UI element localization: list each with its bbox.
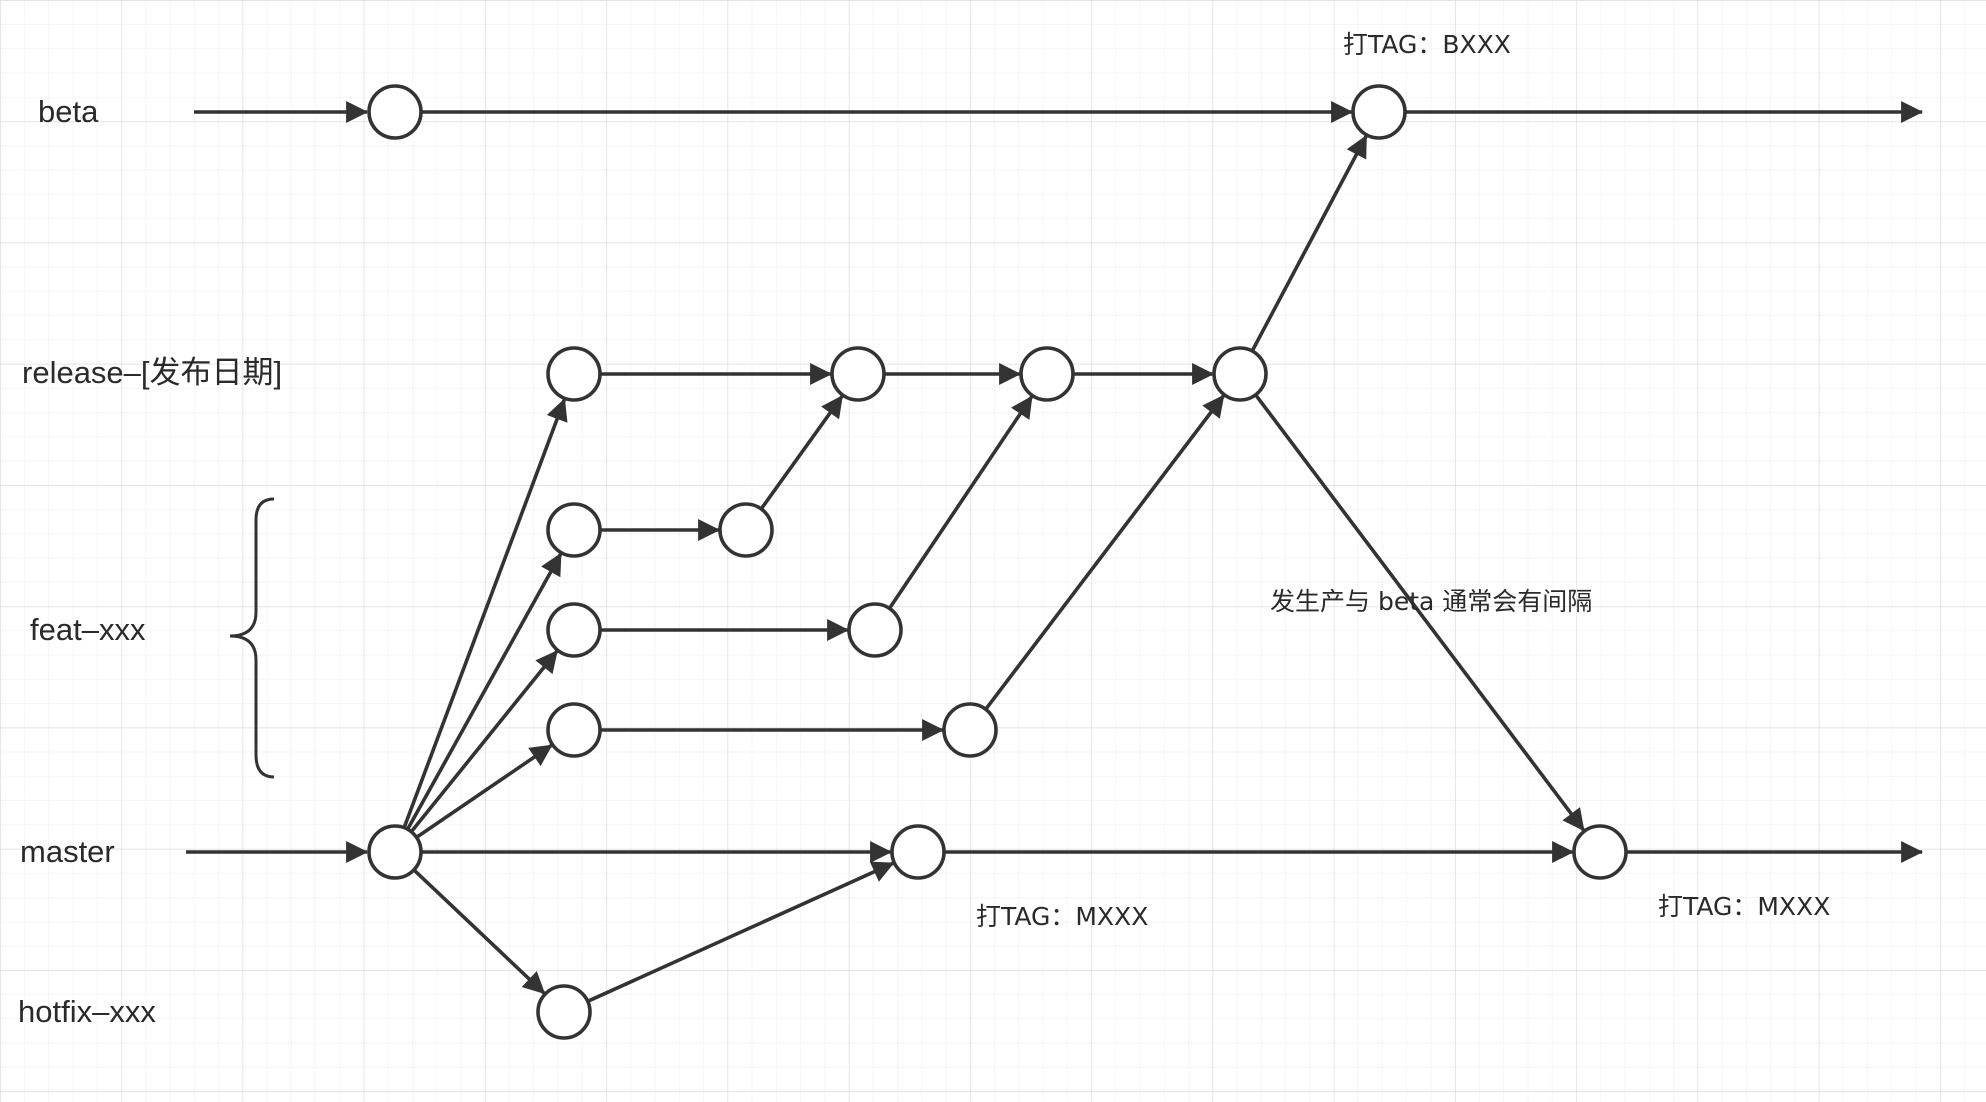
commit-node-feat-a-1 — [546, 502, 602, 558]
gap-note-label: 发生产与 beta 通常会有间隔 — [1270, 587, 1592, 616]
branch-lines — [186, 101, 1924, 863]
feature-group-brace — [229, 497, 275, 779]
commit-node-feat-c-1 — [546, 702, 602, 758]
edge-master-1-to-hotfix-1 — [412, 868, 546, 995]
commit-node-release-4 — [1212, 346, 1268, 402]
master-tag-label-hotfix: 打TAG：MXXX — [976, 902, 1148, 931]
commit-edges — [402, 101, 1586, 1003]
commit-node-release-2 — [830, 346, 886, 402]
edge-feat-c-2-to-release-4 — [984, 394, 1226, 711]
edge-hotfix-1-to-master-2 — [586, 861, 895, 1003]
commit-nodes — [367, 84, 1628, 1040]
edge-release-4-to-master-3 — [1254, 393, 1586, 832]
edge-master-1-to-feat-b-1 — [409, 649, 559, 833]
commit-node-master-1 — [367, 824, 423, 880]
commit-node-hotfix-1 — [536, 984, 592, 1040]
commit-node-master-2 — [890, 824, 946, 880]
edge-master-1-to-release-1 — [402, 398, 568, 829]
commit-node-release-1 — [546, 346, 602, 402]
branch-label-master: master — [20, 834, 115, 869]
commit-node-beta-1 — [367, 84, 423, 140]
commit-node-beta-2 — [1351, 84, 1407, 140]
branch-label-beta: beta — [38, 94, 99, 129]
commit-node-feat-a-2 — [718, 502, 774, 558]
beta-tag-label: 打TAG：BXXX — [1343, 30, 1511, 59]
commit-node-feat-c-2 — [942, 702, 998, 758]
edge-feat-b-2-to-release-3 — [888, 395, 1034, 610]
commit-node-master-3 — [1572, 824, 1628, 880]
branch-label-feat: feat–xxx — [30, 612, 146, 647]
master-tag-label-release: 打TAG：MXXX — [1658, 892, 1830, 921]
branch-label-hotfix: hotfix–xxx — [18, 994, 156, 1029]
commit-node-feat-b-1 — [546, 602, 602, 658]
edge-master-1-to-feat-a-1 — [406, 552, 563, 831]
edge-release-4-to-beta-2 — [1250, 134, 1368, 352]
edge-master-1-to-feat-c-1 — [415, 743, 553, 839]
commit-node-release-3 — [1019, 346, 1075, 402]
branch-label-release: release–[发布日期] — [22, 355, 282, 390]
edge-feat-a-2-to-release-2 — [759, 394, 844, 510]
commit-node-feat-b-2 — [847, 602, 903, 658]
